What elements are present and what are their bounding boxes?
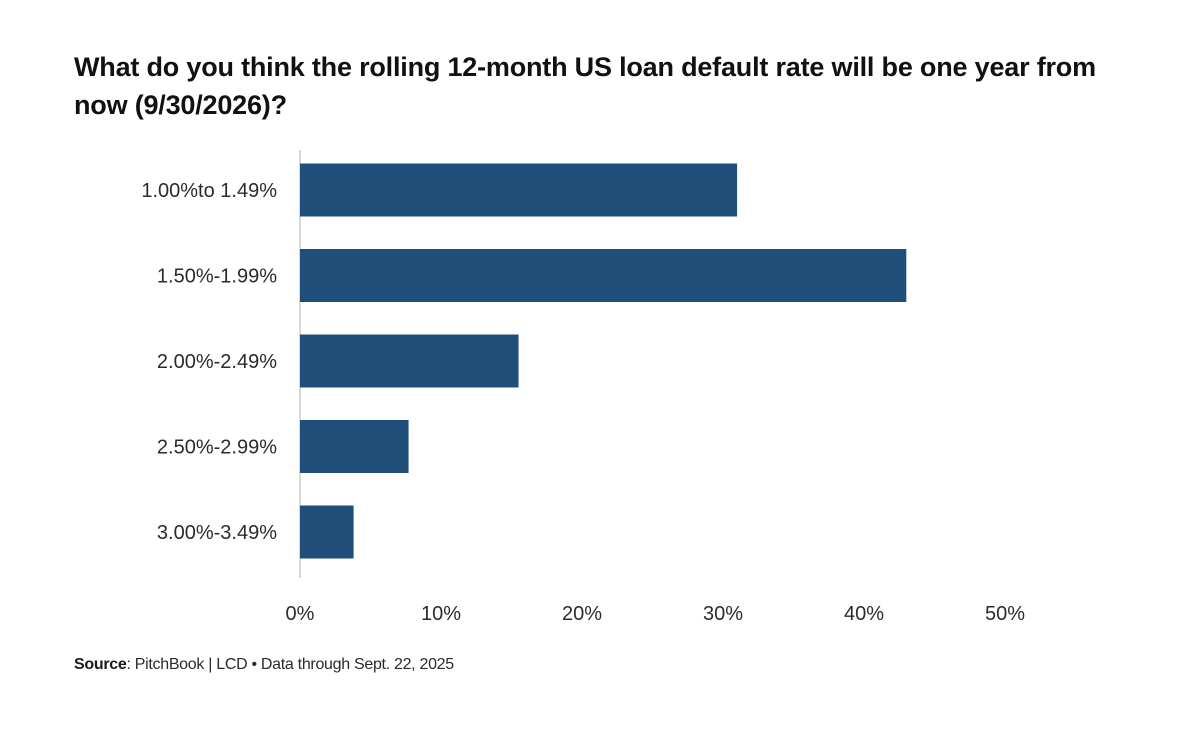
x-tick-label-3: 20% [562, 603, 602, 625]
category-label-1: 1.00%to 1.49% [141, 180, 277, 202]
chart-title: What do you think the rolling 12-month U… [74, 52, 1096, 120]
source-label: Source [74, 656, 127, 673]
category-label-3: 2.00%-2.49% [157, 351, 277, 373]
x-tick-label-6: 50% [985, 603, 1025, 625]
bar-1 [300, 163, 738, 217]
x-tick-labels: 0% 10% 20% 30% 40% 50% [286, 603, 1026, 625]
x-tick-label-4: 30% [703, 603, 743, 625]
bar-2 [300, 249, 907, 302]
source-note: Source: PitchBook | LCD • Data through S… [74, 656, 454, 674]
bar-5 [300, 505, 354, 559]
bar-4 [300, 420, 409, 473]
bars [300, 163, 907, 559]
category-label-2: 1.50%-1.99% [157, 266, 277, 288]
category-labels: 1.00%to 1.49% 1.50%-1.99% 2.00%-2.49% 2.50%… [141, 180, 277, 544]
x-tick-label-5: 40% [844, 603, 884, 625]
category-label-4: 2.50%-2.99% [157, 437, 277, 459]
category-label-5: 3.00%-3.49% [157, 522, 277, 544]
x-tick-label-2: 10% [421, 603, 461, 625]
source-text: : PitchBook | LCD • Data through Sept. 2… [126, 656, 454, 673]
bar-3 [300, 334, 519, 388]
x-tick-label-1: 0% [286, 603, 315, 625]
